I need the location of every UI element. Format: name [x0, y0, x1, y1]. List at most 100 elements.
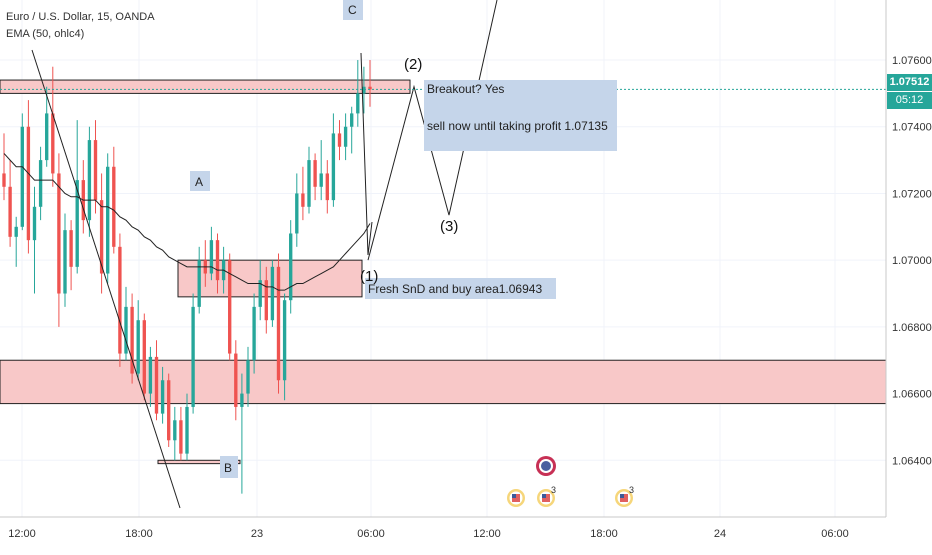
- bar-countdown-value: 05:12: [895, 94, 924, 106]
- candle-body: [124, 306, 128, 354]
- candle-body: [368, 86, 372, 90]
- candle-body: [337, 133, 342, 147]
- candle-body: [240, 393, 244, 407]
- candle-body: [99, 200, 104, 274]
- candle-body: [2, 173, 6, 187]
- candle-body: [57, 173, 61, 294]
- candle-body: [325, 173, 329, 201]
- candle-body: [32, 206, 37, 241]
- note-breakout-box[interactable]: [424, 80, 617, 151]
- y-tick-label: 1.06800: [892, 322, 932, 334]
- flag-us-icon[interactable]: 3: [615, 485, 634, 507]
- candle-body: [75, 180, 79, 267]
- candle-body: [258, 280, 262, 307]
- candle-body: [51, 113, 55, 174]
- candle-body: [26, 126, 31, 241]
- supply-demand-zone[interactable]: [0, 79, 411, 94]
- candle-body: [8, 186, 12, 237]
- candle-body: [197, 260, 201, 307]
- trend-line[interactable]: [31, 49, 181, 509]
- candle-body: [209, 240, 214, 274]
- x-tick-label: 24: [714, 528, 726, 540]
- x-tick-label: 18:00: [125, 528, 153, 540]
- candle-body: [130, 306, 134, 374]
- candle-body: [350, 113, 354, 127]
- candle-body: [246, 360, 250, 394]
- label-b: B: [224, 461, 232, 475]
- y-tick-label: 1.06600: [892, 389, 932, 401]
- label-b-box[interactable]: [220, 456, 238, 478]
- candle-body: [301, 193, 305, 207]
- x-tick-label: 23: [251, 528, 263, 540]
- svg-text:3: 3: [629, 485, 634, 495]
- candle-body: [154, 356, 159, 414]
- chart-pane[interactable]: [0, 0, 886, 517]
- bar-countdown-badge: 05:12: [887, 92, 932, 109]
- x-tick-label: 06:00: [821, 528, 849, 540]
- candle-body: [319, 173, 323, 187]
- globe-icon[interactable]: [536, 456, 556, 476]
- indicator-title[interactable]: EMA (50, ohlc4): [6, 28, 85, 40]
- candle-body: [215, 240, 220, 281]
- candle-body: [252, 306, 256, 361]
- supply-demand-zone[interactable]: [177, 259, 363, 298]
- y-tick-label: 1.06400: [892, 455, 932, 467]
- candles: [2, 60, 372, 494]
- candle-body: [295, 193, 299, 234]
- candle-body: [331, 133, 336, 201]
- candle-body: [160, 380, 165, 414]
- event-flags[interactable]: 3 3: [507, 456, 634, 507]
- x-tick-label: 18:00: [590, 528, 618, 540]
- note-buy-box[interactable]: [365, 278, 556, 299]
- candle-body: [362, 86, 366, 94]
- candle-body: [343, 126, 348, 147]
- candle-body: [106, 166, 110, 274]
- candle-body: [173, 420, 177, 441]
- candle-body: [356, 93, 360, 114]
- note-buy-text: Fresh SnD and buy area1.06943: [368, 282, 542, 296]
- candle-body: [112, 166, 116, 247]
- flag-us-icon[interactable]: [507, 489, 525, 507]
- candle-body: [20, 126, 24, 227]
- price-axis[interactable]: 1.07600 1.07400 1.07200 1.07000 1.06800 1.066…: [892, 55, 932, 467]
- candle-body: [185, 406, 189, 454]
- y-tick-label: 1.07200: [892, 188, 932, 200]
- wave-label-1: (1): [360, 268, 378, 285]
- flag-us-icon[interactable]: 3: [537, 485, 556, 507]
- candle-body: [191, 306, 195, 407]
- candle-body: [118, 246, 122, 354]
- candle-body: [45, 113, 49, 161]
- y-tick-label: 1.07600: [892, 55, 932, 67]
- label-c-box[interactable]: [343, 0, 363, 20]
- y-tick-label: 1.07000: [892, 255, 932, 267]
- supply-demand-zone[interactable]: [0, 359, 887, 405]
- candle-body: [179, 420, 183, 454]
- supply-demand-zone[interactable]: [157, 459, 241, 465]
- x-tick-label: 12:00: [8, 528, 36, 540]
- candle-body: [228, 260, 232, 354]
- label-c: C: [348, 3, 357, 17]
- last-price-badge: 1.07512: [887, 74, 932, 91]
- time-axis[interactable]: 12:00 18:00 23 06:00 12:00 18:00 24 06:00: [8, 528, 849, 540]
- candle-body: [63, 230, 67, 294]
- candle-body: [167, 380, 171, 441]
- zones[interactable]: [0, 79, 887, 465]
- candle-body: [307, 160, 311, 207]
- wave-label-3: (3): [440, 218, 458, 235]
- note-breakout-line1: Breakout? Yes: [427, 82, 504, 96]
- label-a-box[interactable]: [190, 171, 210, 191]
- wave-label-2: (2): [404, 56, 422, 73]
- candle-body: [264, 280, 268, 321]
- candle-body: [276, 266, 281, 381]
- ema-line: [3, 153, 371, 291]
- abc-path[interactable]: [360, 52, 373, 256]
- candle-body: [313, 160, 317, 187]
- y-tick-label: 1.07400: [892, 122, 932, 134]
- candle-body: [270, 266, 275, 321]
- chart-legend[interactable]: Euro / U.S. Dollar, 15, OANDA EMA (50, o…: [6, 9, 155, 43]
- candle-body: [69, 230, 73, 267]
- note-breakout-line2: sell now until taking profit 1.07135: [427, 119, 608, 133]
- symbol-title[interactable]: Euro / U.S. Dollar, 15, OANDA: [6, 11, 155, 23]
